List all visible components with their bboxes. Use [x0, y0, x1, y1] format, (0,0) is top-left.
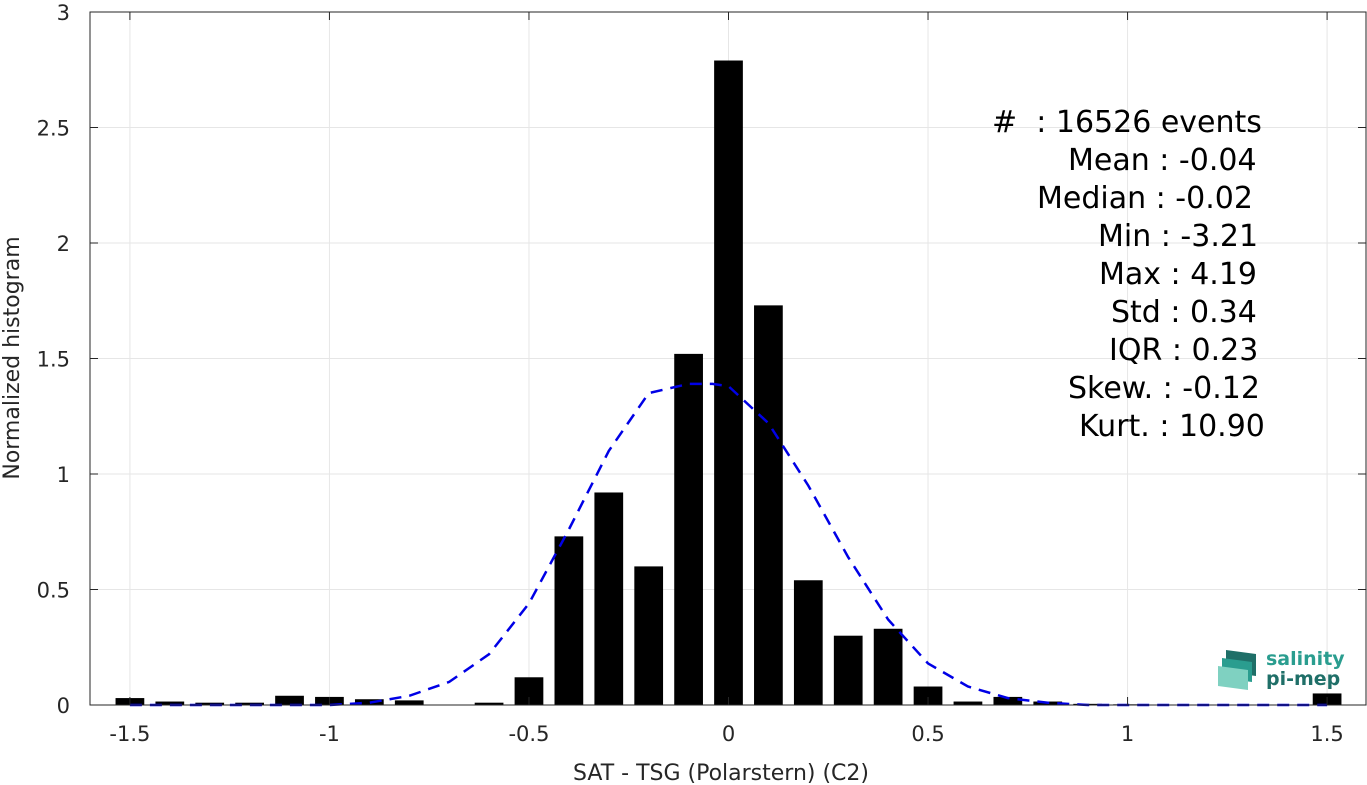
stat-iqr: IQR : 0.23	[1109, 333, 1259, 368]
histogram-bar	[993, 696, 1023, 705]
y-tick-label: 3	[57, 1, 70, 25]
x-axis-label: SAT - TSG (Polarstern) (C2)	[573, 761, 869, 785]
salinity-pi-mep-logo: salinity pi-mep	[1216, 646, 1346, 694]
x-tick-label: 1.5	[1310, 722, 1343, 746]
y-tick-label: 2.5	[37, 117, 70, 141]
y-axis-label: Normalized histogram	[0, 236, 25, 479]
histogram-bar	[793, 580, 823, 705]
stat-min: Min : -3.21	[1098, 219, 1259, 254]
histogram-bar	[195, 702, 225, 705]
y-tick-label: 0.5	[37, 579, 70, 603]
stat-max: Max : 4.19	[1099, 257, 1257, 292]
x-axis-ticks: -1.5 -1 -0.5 0 0.5 1 1.5	[109, 12, 1344, 746]
logo-line2: pi-mep	[1266, 668, 1341, 690]
histogram-bar	[634, 566, 664, 705]
histogram-bar	[714, 60, 743, 705]
histogram-bar	[754, 305, 783, 705]
x-tick-label: 0.5	[911, 722, 944, 746]
logo-wave-icon	[1218, 650, 1256, 690]
histogram-bar	[354, 699, 384, 705]
histogram-bar	[235, 702, 264, 705]
x-tick-label: -0.5	[508, 722, 549, 746]
x-tick-label: 0	[722, 722, 735, 746]
stat-events: # : 16526 events	[992, 105, 1262, 140]
y-axis-ticks: 0 0.5 1 1.5 2 2.5 3	[37, 1, 1366, 718]
x-tick-label: -1.5	[109, 722, 150, 746]
histogram-bar	[953, 701, 983, 705]
y-tick-label: 0	[57, 694, 70, 718]
logo-line1: salinity	[1266, 648, 1345, 670]
histogram-bar	[833, 635, 863, 705]
histogram-bar	[474, 702, 504, 705]
histogram-bar	[275, 695, 304, 705]
stat-std: Std : 0.34	[1111, 295, 1257, 330]
x-tick-label: 1	[1121, 722, 1134, 746]
y-tick-label: 2	[57, 232, 70, 256]
histogram-bar	[155, 701, 185, 705]
histogram-bar	[873, 628, 903, 705]
histogram-bar	[554, 536, 584, 705]
y-tick-label: 1.5	[37, 348, 70, 372]
stat-kurt: Kurt. : 10.90	[1079, 409, 1265, 444]
stat-median: Median : -0.02	[1037, 181, 1253, 216]
y-tick-label: 1	[57, 463, 70, 487]
histogram-bar	[394, 700, 424, 705]
histogram-bar	[913, 686, 943, 705]
x-tick-label: -1	[319, 722, 340, 746]
stat-skew: Skew. : -0.12	[1068, 371, 1260, 406]
stat-mean: Mean : -0.04	[1068, 143, 1257, 178]
histogram-bar	[594, 492, 624, 705]
histogram-bar	[674, 353, 703, 705]
